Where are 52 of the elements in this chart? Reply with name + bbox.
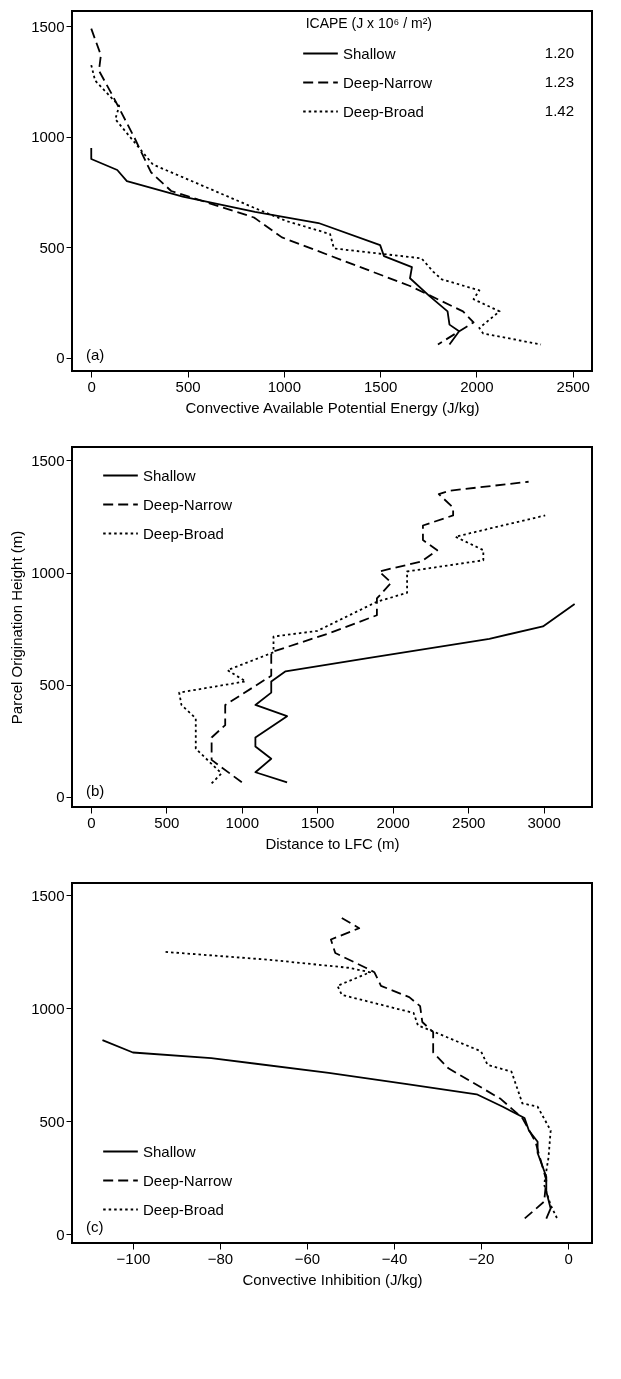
y-tick-label: 500 [39,676,65,694]
x-tick-label: 2000 [376,813,410,831]
y-tick-label: 0 [56,349,65,367]
legend-label: Deep-Broad [143,524,224,542]
legend-label: Shallow [143,1142,196,1160]
x-axis-title: Convective Inhibition (J/kg) [242,1270,423,1288]
x-tick-label: 3000 [527,813,561,831]
annotation: 1.42 [544,102,574,119]
legend-label: Shallow [143,466,196,484]
x-axis-title: Distance to LFC (m) [265,834,400,852]
legend-label: Deep-Narrow [143,1171,233,1189]
y-tick-label: 500 [39,238,65,256]
annotation: 1.23 [544,73,574,90]
legend-label: Shallow [343,44,396,62]
x-tick-label: 500 [175,377,201,395]
x-tick-label: 1000 [267,377,302,395]
x-tick-label: −20 [468,1249,495,1267]
legend-label: Deep-Broad [143,1200,224,1218]
annotation: (c) [86,1218,104,1235]
legend-title: ICAPE (J x 10⁶ / m²) [305,15,432,31]
y-tick-label: 1500 [31,17,65,35]
x-tick-label: 2500 [556,377,590,395]
x-tick-label: 0 [87,813,96,831]
y-tick-label: 0 [56,1225,65,1243]
x-tick-label: 1500 [363,377,398,395]
x-tick-label: −40 [381,1249,408,1267]
annotation: (b) [86,782,105,799]
y-tick-label: 1000 [31,564,65,582]
x-tick-label: 0 [87,377,96,395]
x-tick-label: 0 [564,1249,573,1267]
y-tick-label: 1000 [31,128,65,146]
annotation: 1.20 [544,44,574,61]
y-tick-label: 500 [39,1112,65,1130]
y-tick-label: 1500 [31,886,65,904]
x-tick-label: −60 [294,1249,321,1267]
x-tick-label: 1000 [225,813,259,831]
y-axis-title: Parcel Origination Height (m) [8,530,26,725]
x-tick-label: 2500 [452,813,486,831]
x-tick-label: 1500 [301,813,335,831]
legend-label: Deep-Narrow [343,73,433,91]
legend-label: Deep-Narrow [143,495,233,513]
x-tick-label: 2000 [460,377,494,395]
x-axis-title: Convective Available Potential Energy (J/kg) [185,398,480,416]
y-tick-label: 1500 [31,451,65,469]
x-tick-label: −100 [116,1249,151,1267]
annotation: (a) [86,346,105,363]
x-tick-label: −80 [207,1249,234,1267]
legend-label: Deep-Broad [343,102,424,120]
y-tick-label: 0 [56,788,65,806]
line-series [254,603,576,784]
y-tick-label: 1000 [31,999,65,1017]
x-tick-label: 500 [154,813,180,831]
